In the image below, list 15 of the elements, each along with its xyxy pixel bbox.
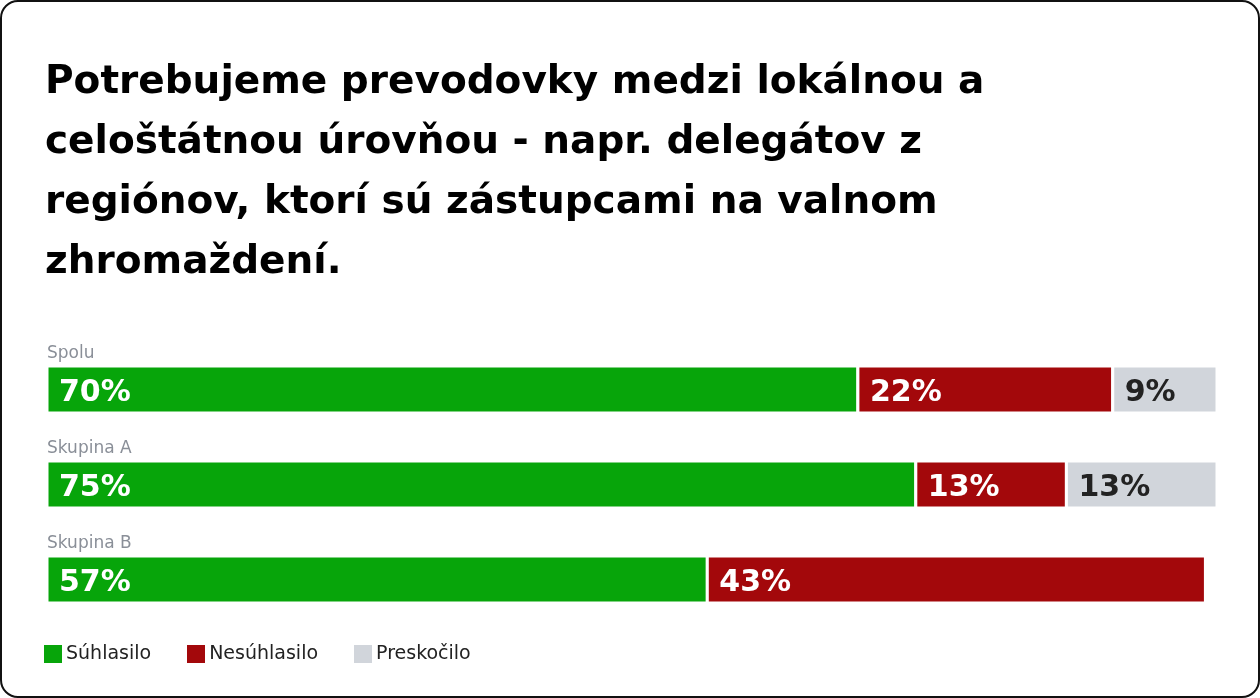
y-tick-label: Skupina B bbox=[47, 532, 132, 552]
data-label: 75% bbox=[59, 467, 131, 503]
data-label: 22% bbox=[869, 372, 942, 408]
data-label: 9% bbox=[1124, 372, 1176, 408]
chart-title: Potrebujeme prevodovky medzi lokálnou a celoštátnou úrovňou - napr. delegátov z regiónov, ktorí sú zástupcami na valnom zhromaždení. bbox=[45, 56, 986, 284]
legend-label: Preskočilo bbox=[376, 641, 471, 663]
data-label: 70% bbox=[59, 372, 131, 408]
legend-label: Súhlasilo bbox=[66, 641, 152, 663]
legend-label: Nesúhlasilo bbox=[209, 641, 319, 663]
data-label: 57% bbox=[59, 562, 131, 598]
y-tick-label: Spolu bbox=[47, 342, 95, 362]
data-label: 43% bbox=[719, 562, 792, 598]
data-label: 13% bbox=[1078, 467, 1151, 503]
y-tick-label: Skupina A bbox=[47, 437, 132, 457]
data-label: 13% bbox=[927, 467, 1000, 503]
